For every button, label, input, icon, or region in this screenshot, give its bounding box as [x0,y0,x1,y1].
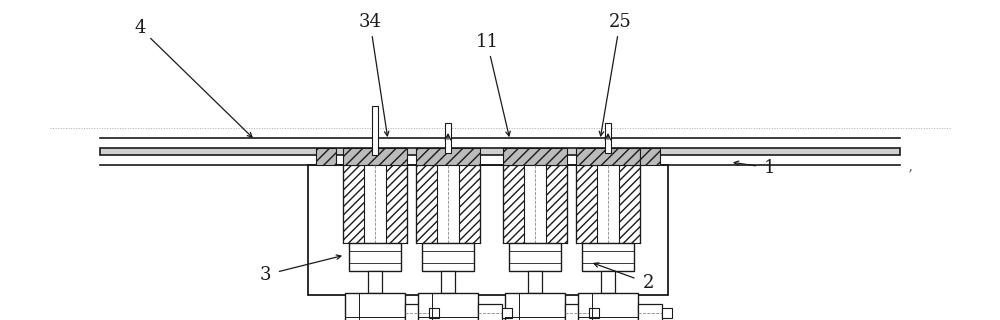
Bar [445,123,451,153]
Bar [100,148,900,155]
Bar [343,165,407,243]
Bar [308,165,668,295]
Bar [503,165,567,243]
Bar [429,308,439,318]
Bar [565,304,589,320]
Bar [505,293,565,320]
Bar [503,148,567,165]
Bar [578,293,638,320]
Text: 2: 2 [642,274,654,292]
Bar [437,165,459,243]
Text: 34: 34 [359,13,381,31]
Text: 4: 4 [134,19,146,37]
Bar [576,165,640,243]
Bar [640,148,660,165]
Bar [528,271,542,293]
Bar [509,243,561,271]
Bar [316,148,336,165]
Bar [368,271,382,293]
Text: 3: 3 [259,266,271,284]
Bar [405,304,429,320]
Bar [502,308,512,318]
Bar [372,106,378,155]
Bar [343,148,407,165]
Bar [422,243,474,271]
Text: 11: 11 [476,33,498,51]
Bar [349,243,401,271]
Bar [597,165,619,243]
Bar [576,148,640,165]
Bar [582,243,634,271]
Bar [524,165,546,243]
Text: 1: 1 [764,159,776,177]
Bar [441,271,455,293]
Bar [662,308,672,318]
Bar [416,148,480,165]
Bar [601,271,615,293]
Text: 25: 25 [609,13,631,31]
Bar [478,304,502,320]
Text: ’: ’ [908,168,912,182]
Bar [605,123,611,153]
Bar [638,304,662,320]
Bar [589,308,599,318]
Bar [345,293,405,320]
Bar [416,165,480,243]
Bar [364,165,386,243]
Bar [418,293,478,320]
